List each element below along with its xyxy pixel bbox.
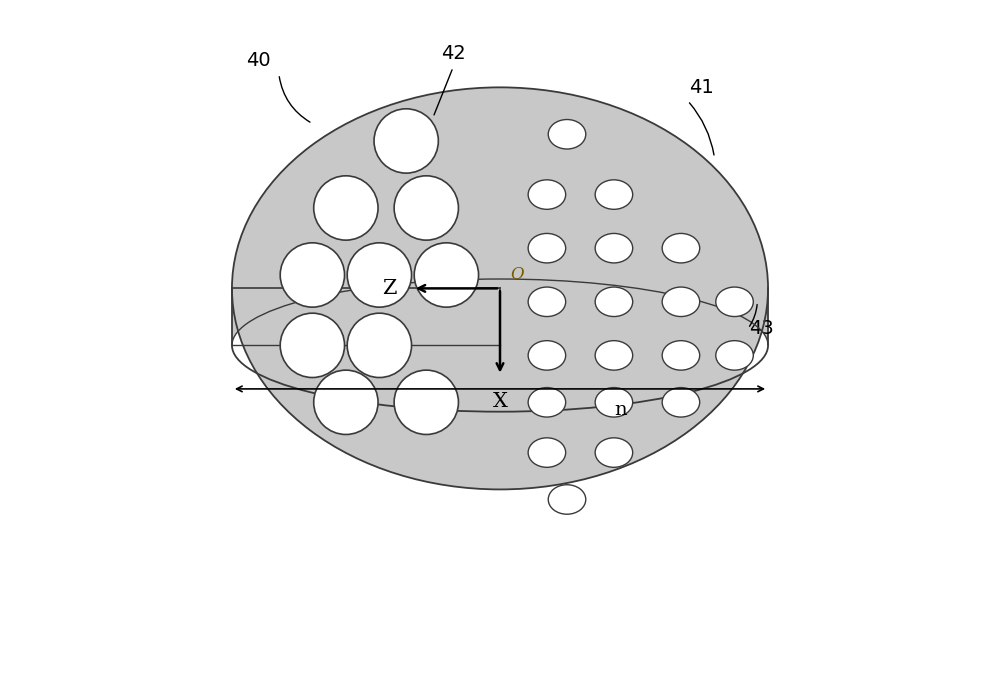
Text: 40: 40 [246, 51, 271, 70]
Ellipse shape [347, 313, 412, 378]
Ellipse shape [528, 233, 566, 263]
Ellipse shape [662, 233, 700, 263]
Ellipse shape [548, 485, 586, 514]
Ellipse shape [528, 341, 566, 370]
Ellipse shape [662, 341, 700, 370]
Ellipse shape [595, 388, 633, 417]
Ellipse shape [595, 233, 633, 263]
Ellipse shape [414, 243, 479, 307]
Ellipse shape [595, 341, 633, 370]
Text: O: O [511, 266, 524, 283]
Text: 43: 43 [749, 319, 774, 338]
Ellipse shape [374, 109, 438, 173]
Ellipse shape [528, 388, 566, 417]
Polygon shape [232, 279, 768, 345]
Text: X: X [493, 392, 507, 411]
Text: 42: 42 [441, 44, 465, 64]
Ellipse shape [595, 438, 633, 467]
Text: n: n [614, 401, 627, 419]
Ellipse shape [595, 180, 633, 209]
Ellipse shape [662, 388, 700, 417]
Ellipse shape [347, 243, 412, 307]
Ellipse shape [280, 243, 345, 307]
Ellipse shape [716, 341, 753, 370]
Ellipse shape [280, 313, 345, 378]
Ellipse shape [528, 180, 566, 209]
Ellipse shape [528, 287, 566, 317]
Ellipse shape [394, 370, 458, 434]
Text: 41: 41 [689, 78, 713, 97]
Ellipse shape [548, 120, 586, 149]
Ellipse shape [314, 176, 378, 240]
Ellipse shape [232, 88, 768, 490]
Ellipse shape [394, 176, 458, 240]
Ellipse shape [528, 438, 566, 467]
Ellipse shape [662, 287, 700, 317]
Ellipse shape [314, 370, 378, 434]
Text: Z: Z [382, 279, 396, 298]
Ellipse shape [595, 287, 633, 317]
Ellipse shape [716, 287, 753, 317]
